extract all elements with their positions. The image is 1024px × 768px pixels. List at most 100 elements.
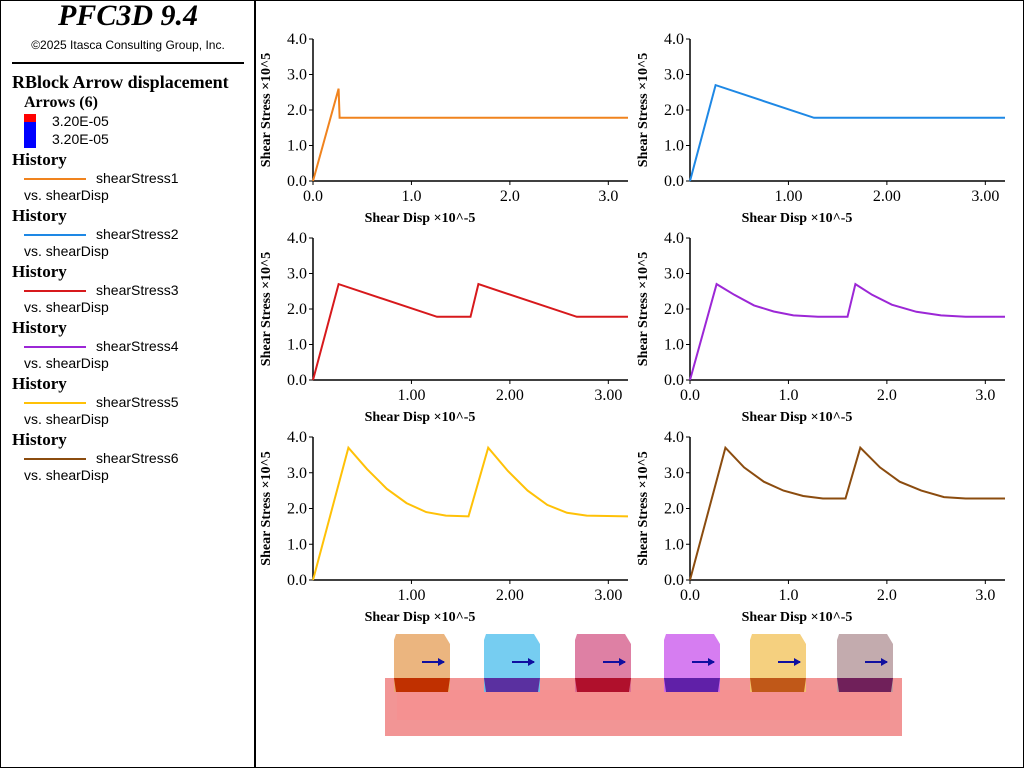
y-axis-label: Shear Stress ×10^5 [259, 252, 274, 366]
y-tick-label: 4.0 [287, 429, 307, 446]
series-line-shearStress2 [689, 83, 1005, 182]
y-tick-label: 1.0 [287, 337, 307, 354]
y-axis-label: Shear Stress ×10^5 [259, 451, 274, 565]
y-tick-label: 0.0 [664, 372, 684, 389]
series-line-shearStress5 [312, 445, 629, 581]
arrow-head-icon [528, 658, 535, 666]
arrows-title: Arrows (6) [24, 94, 98, 111]
history-line-swatch [24, 402, 86, 404]
y-tick-label: 0.0 [664, 572, 684, 589]
x-axis-label: Shear Disp ×10^-5 [742, 610, 853, 625]
y-tick-label: 4.0 [664, 31, 684, 48]
y-tick-label: 1.0 [287, 536, 307, 553]
arrow-max-swatch [24, 114, 36, 122]
y-tick-label: 0.0 [664, 173, 684, 190]
charts-canvas: 0.0 1.0 2.0 3.0 4.0 0.0 1.0 2.0 3.0 Shear Disp ×1… [259, 31, 1005, 736]
y-tick-label: 3.0 [664, 266, 684, 283]
x-tick-label: 2.00 [496, 387, 524, 404]
block-contact-5 [750, 678, 806, 692]
x-tick-label: 1.00 [397, 587, 425, 604]
x-axis-label: Shear Disp ×10^-5 [742, 410, 853, 425]
arrow-head-icon [708, 658, 715, 666]
x-axis-label: Shear Disp ×10^-5 [365, 610, 476, 625]
arrow-head-icon [881, 658, 888, 666]
history-line-swatch [24, 178, 86, 180]
block-contact-1 [394, 678, 450, 692]
arrow-head-icon [619, 658, 626, 666]
history-title: History [12, 374, 67, 393]
y-tick-label: 3.0 [287, 67, 307, 84]
app-title: PFC3D 9.4 [57, 0, 198, 32]
y-tick-label: 2.0 [664, 301, 684, 318]
x-tick-label: 2.0 [877, 387, 897, 404]
history-name: shearStress1 [96, 170, 179, 186]
x-tick-label: 3.0 [598, 188, 618, 205]
history-title: History [12, 430, 67, 449]
history-name: shearStress6 [96, 450, 179, 466]
x-tick-label: 1.00 [397, 387, 425, 404]
y-tick-label: 0.0 [287, 572, 307, 589]
history-name: shearStress2 [96, 226, 179, 242]
x-tick-label: 2.00 [873, 188, 901, 205]
legend-divider [12, 62, 244, 64]
history-line-swatch [24, 290, 86, 292]
x-tick-label: 2.0 [500, 188, 520, 205]
x-axis-label: Shear Disp ×10^-5 [742, 211, 853, 226]
y-tick-label: 1.0 [664, 138, 684, 155]
y-tick-label: 2.0 [664, 102, 684, 119]
series-line-shearStress6 [689, 445, 1005, 581]
history-vs-label: vs. shearDisp [24, 243, 109, 259]
x-tick-label: 3.0 [975, 387, 995, 404]
x-tick-label: 2.0 [877, 587, 897, 604]
history-title: History [12, 318, 67, 337]
y-tick-label: 2.0 [287, 102, 307, 119]
history-title: History [12, 206, 67, 225]
chart-2: 0.0 1.0 2.0 3.0 4.0 1.00 2.00 3.00 Shear Disp ×1… [636, 31, 1005, 226]
x-tick-label: 0.0 [680, 387, 700, 404]
y-tick-label: 0.0 [287, 372, 307, 389]
history-title: History [12, 262, 67, 281]
history-name: shearStress4 [96, 338, 179, 354]
x-tick-label: 0.0 [680, 587, 700, 604]
legend-sidebar: PFC3D 9.4 ©2025 Itasca Consulting Group,… [0, 0, 256, 768]
y-tick-label: 4.0 [287, 230, 307, 247]
chart-4: 0.0 1.0 2.0 3.0 4.0 0.0 1.0 2.0 3.0 Shear Disp ×1… [636, 230, 1005, 425]
x-tick-label: 3.00 [594, 587, 622, 604]
x-tick-label: 1.00 [774, 188, 802, 205]
copyright-text: ©2025 Itasca Consulting Group, Inc. [31, 38, 225, 52]
history-vs-label: vs. shearDisp [24, 299, 109, 315]
arrow-min-value: 3.20E-05 [52, 131, 109, 147]
x-tick-label: 2.00 [496, 587, 524, 604]
y-tick-label: 1.0 [664, 337, 684, 354]
series-line-shearStress1 [312, 88, 628, 182]
series-line-shearStress3 [312, 282, 628, 381]
y-tick-label: 1.0 [664, 536, 684, 553]
block-contact-6 [837, 678, 893, 692]
history-vs-label: vs. shearDisp [24, 411, 109, 427]
y-tick-label: 4.0 [287, 31, 307, 48]
arrow-min-swatch [24, 122, 36, 148]
y-tick-label: 3.0 [287, 266, 307, 283]
chart-5: 0.0 1.0 2.0 3.0 4.0 1.00 2.00 3.00 Shear Disp ×1… [259, 429, 629, 625]
history-line-swatch [24, 346, 86, 348]
history-vs-label: vs. shearDisp [24, 467, 109, 483]
history-vs-label: vs. shearDisp [24, 187, 109, 203]
block-contact-3 [575, 678, 631, 692]
history-name: shearStress3 [96, 282, 179, 298]
model-scene [385, 634, 902, 736]
y-tick-label: 3.0 [287, 465, 307, 482]
y-tick-label: 2.0 [287, 501, 307, 518]
x-tick-label: 3.00 [971, 188, 999, 205]
y-axis-label: Shear Stress ×10^5 [636, 53, 651, 167]
y-axis-label: Shear Stress ×10^5 [636, 451, 651, 565]
y-tick-label: 4.0 [664, 230, 684, 247]
x-tick-label: 0.0 [303, 188, 323, 205]
block-contact-4 [664, 678, 720, 692]
x-tick-label: 1.0 [401, 188, 421, 205]
y-axis-label: Shear Stress ×10^5 [259, 53, 274, 167]
y-tick-label: 4.0 [664, 429, 684, 446]
y-tick-label: 1.0 [287, 138, 307, 155]
x-tick-label: 3.0 [975, 587, 995, 604]
x-axis-label: Shear Disp ×10^-5 [365, 410, 476, 425]
arrow-max-value: 3.20E-05 [52, 113, 109, 129]
